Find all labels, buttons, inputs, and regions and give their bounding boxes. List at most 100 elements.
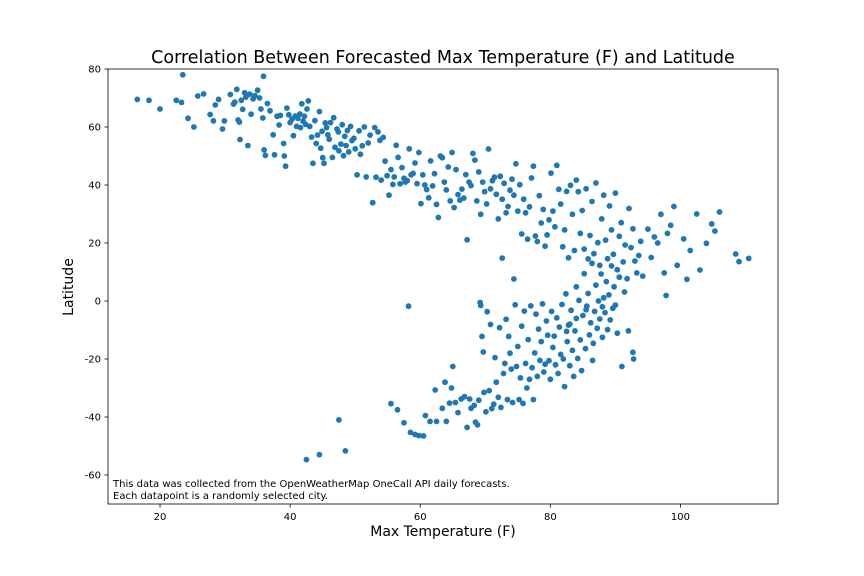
data-point — [546, 216, 552, 223]
data-point — [590, 340, 597, 347]
data-point — [423, 186, 430, 193]
data-point — [716, 209, 723, 215]
data-point — [215, 96, 222, 103]
data-point — [533, 311, 539, 317]
data-point — [341, 133, 348, 140]
data-point — [179, 71, 186, 78]
data-point — [397, 180, 403, 187]
data-point — [310, 160, 316, 167]
data-point — [464, 424, 470, 431]
data-point — [342, 448, 349, 454]
data-point — [697, 267, 703, 273]
data-point — [157, 106, 163, 112]
data-point — [556, 324, 563, 330]
data-point — [607, 317, 614, 323]
data-point — [567, 182, 574, 189]
data-point — [238, 97, 245, 104]
data-point — [327, 119, 334, 126]
data-point — [497, 173, 504, 180]
data-point — [624, 275, 630, 282]
data-point — [442, 379, 448, 386]
y-tick-label: 0 — [95, 297, 101, 308]
data-point — [357, 151, 364, 158]
data-point — [625, 328, 632, 334]
data-point — [452, 399, 459, 406]
data-point — [345, 149, 352, 155]
data-point — [449, 149, 455, 156]
data-point — [474, 421, 481, 428]
data-point — [236, 119, 243, 125]
data-point — [282, 163, 289, 170]
data-point — [427, 418, 433, 425]
data-point — [495, 394, 502, 401]
data-point — [693, 211, 700, 217]
data-point — [479, 333, 485, 340]
data-point — [332, 144, 338, 151]
data-point — [632, 258, 638, 264]
data-point — [393, 142, 400, 149]
data-point — [373, 174, 379, 181]
data-point — [200, 91, 207, 97]
data-point — [480, 349, 487, 355]
data-point — [529, 364, 535, 371]
data-point — [596, 316, 603, 322]
data-point — [194, 93, 201, 99]
data-point — [210, 118, 217, 124]
data-point — [443, 187, 450, 193]
data-point — [548, 308, 555, 315]
data-point — [582, 345, 589, 352]
data-point — [344, 127, 351, 134]
data-point — [612, 190, 619, 197]
y-tick-label: 60 — [88, 123, 101, 134]
data-point — [531, 350, 538, 356]
x-axis-label: Max Temperature (F) — [370, 524, 516, 540]
data-point — [608, 227, 615, 233]
data-point — [560, 356, 567, 362]
data-point — [708, 221, 715, 227]
data-point — [504, 396, 511, 403]
data-point — [507, 350, 513, 357]
data-point — [525, 336, 532, 343]
data-point — [518, 323, 525, 330]
data-point — [599, 334, 606, 341]
data-point — [505, 203, 511, 210]
data-point — [419, 171, 426, 178]
data-point — [178, 99, 185, 106]
data-point — [578, 367, 585, 374]
data-point — [532, 233, 539, 239]
data-point — [703, 240, 710, 247]
data-point — [561, 383, 568, 390]
data-point — [593, 180, 599, 186]
data-point — [603, 278, 610, 285]
data-point — [587, 319, 594, 326]
data-point — [557, 351, 564, 358]
data-point — [369, 199, 376, 206]
data-point — [326, 136, 333, 143]
data-point — [429, 183, 436, 189]
data-point — [611, 283, 617, 290]
data-point — [587, 232, 593, 239]
y-tick-label: -40 — [85, 413, 101, 424]
chart-title: Correlation Between Forecasted Max Tempe… — [151, 48, 735, 68]
data-point — [522, 360, 529, 367]
data-point — [406, 145, 413, 152]
data-point — [414, 180, 420, 187]
data-point — [475, 169, 482, 175]
data-point — [514, 208, 521, 215]
data-point — [618, 219, 625, 226]
data-point — [674, 262, 681, 269]
data-point — [281, 153, 288, 159]
data-point — [633, 270, 640, 276]
data-point — [359, 142, 366, 149]
data-point — [602, 237, 609, 244]
data-point — [568, 307, 574, 314]
data-point — [207, 111, 214, 118]
data-point — [520, 400, 526, 407]
data-point — [422, 412, 429, 419]
data-point — [521, 308, 528, 314]
data-point — [343, 142, 349, 149]
data-point — [559, 243, 566, 250]
data-point — [635, 252, 642, 259]
data-point — [577, 230, 584, 237]
data-point — [375, 129, 381, 135]
